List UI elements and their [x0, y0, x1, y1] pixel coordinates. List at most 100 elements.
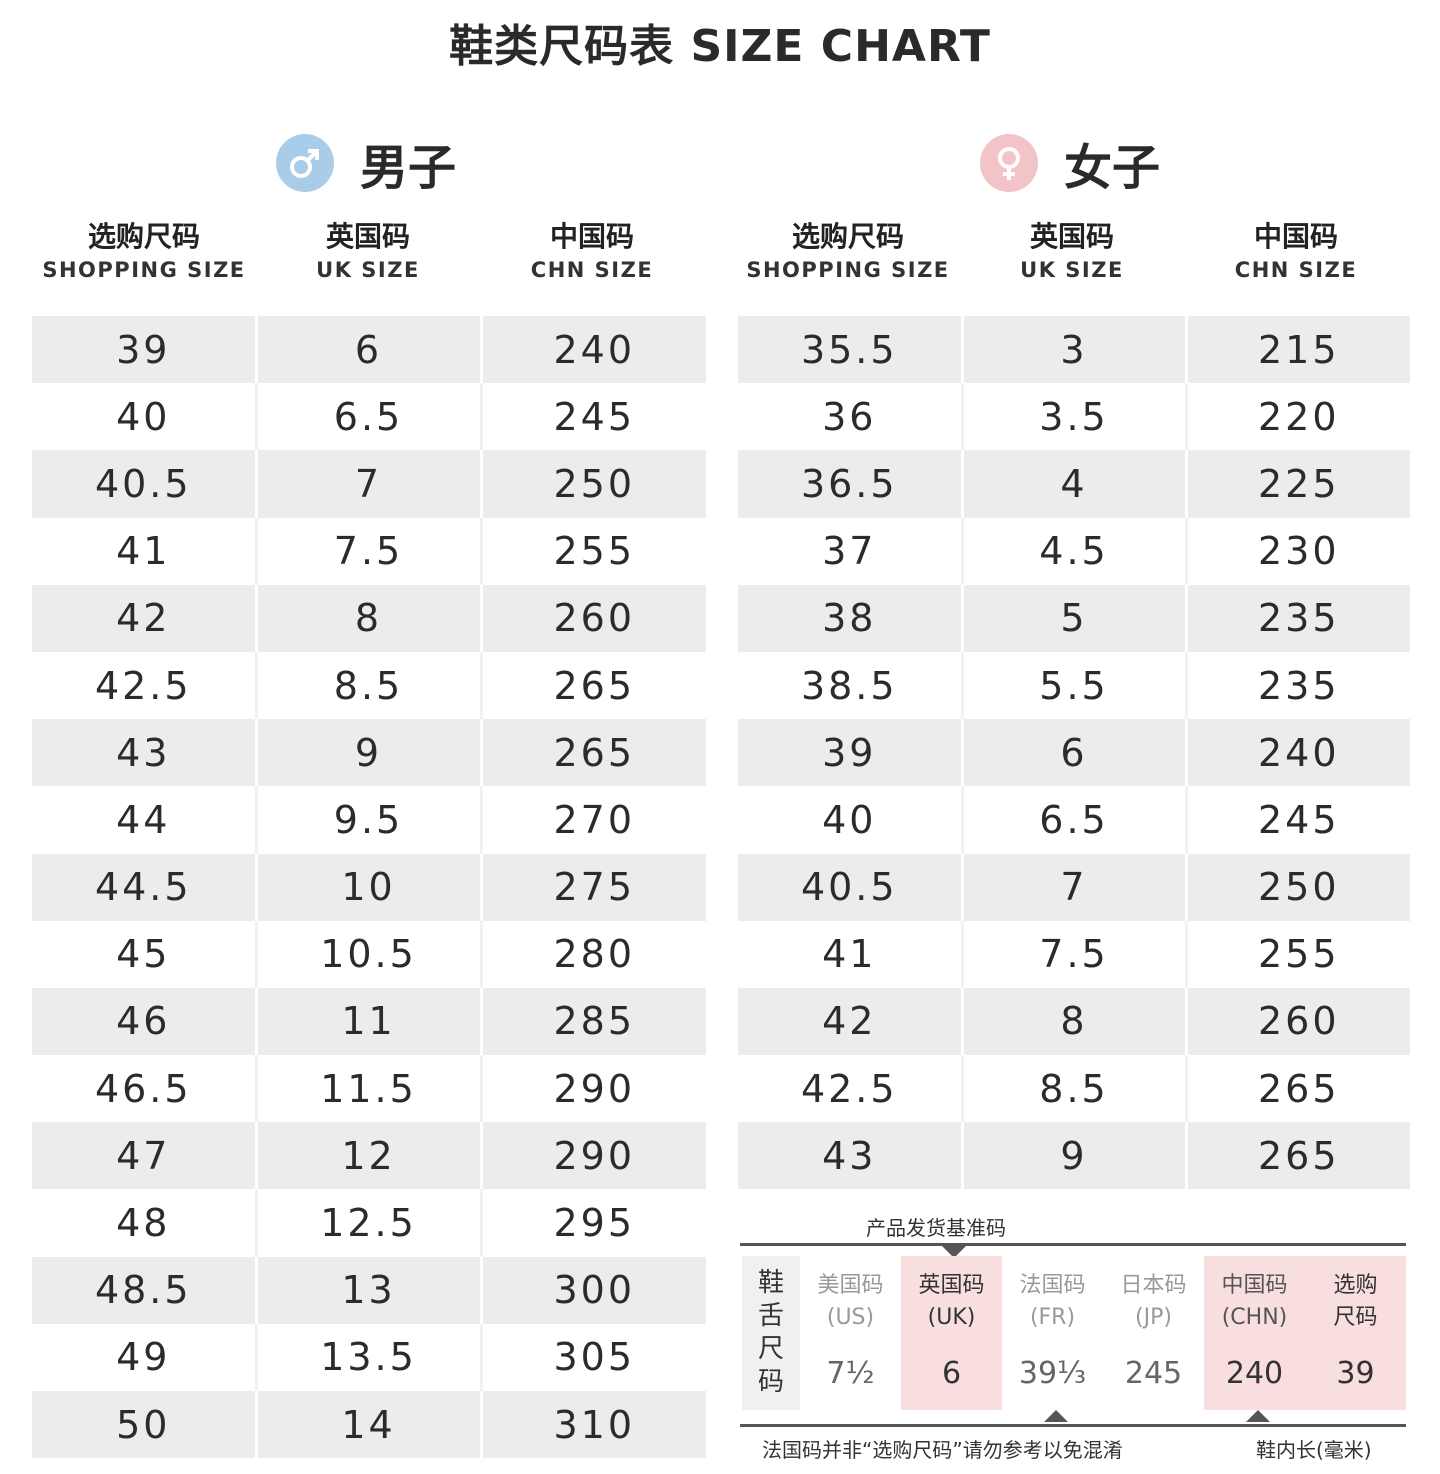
uk-size-cell: 10.5	[254, 920, 481, 988]
chn-size-cell: 230	[1184, 517, 1410, 585]
label-char: 鞋	[757, 1268, 784, 1298]
men-header-chn-size: 中国码 CHN SIZE	[480, 220, 704, 282]
ref-h1: 美国码	[817, 1273, 884, 1298]
ref-h1: 日本码	[1120, 1273, 1187, 1298]
uk-size-cell: 4	[960, 450, 1186, 518]
ref-value: 240	[1225, 1356, 1284, 1391]
size-row: 36.5 4 225	[738, 450, 1410, 518]
chn-size-cell: 275	[479, 853, 706, 921]
uk-size-cell: 7	[960, 853, 1186, 921]
ref-h2: (CHN)	[1221, 1305, 1288, 1330]
women-header-uk-size: 英国码 UK SIZE	[960, 221, 1184, 282]
page-title: 鞋类尺码表 SIZE CHART	[449, 21, 991, 72]
ref-col-uk: 英国码 (UK) 6	[901, 1256, 1002, 1410]
ref-h2: (JP)	[1135, 1305, 1172, 1330]
ref-value: 7½	[826, 1356, 875, 1391]
shopping-size-cell: 42.5	[738, 1055, 962, 1123]
shopping-size-cell: 40.5	[738, 853, 962, 921]
ref-h2: (FR)	[1029, 1305, 1076, 1330]
shopping-size-cell: 37	[738, 517, 962, 585]
ref-h1: 选购	[1333, 1273, 1378, 1298]
inner-length-note: 鞋内长(毫米)	[1256, 1438, 1372, 1462]
chn-size-cell: 240	[1184, 719, 1410, 787]
shopping-size-cell: 42	[738, 987, 962, 1056]
chn-size-cell: 255	[479, 517, 706, 585]
shopping-size-cell: 38	[738, 584, 962, 652]
uk-size-cell: 11.5	[254, 1055, 481, 1123]
uk-size-cell: 8	[960, 987, 1186, 1056]
ref-value: 6	[941, 1356, 962, 1391]
ref-value: 39	[1336, 1356, 1375, 1391]
size-row: 40.5 7 250	[32, 450, 706, 518]
size-row: 48.5 13 300	[32, 1256, 706, 1324]
ref-col-chn: 中国码 (CHN) 240	[1204, 1256, 1305, 1410]
fr-pointer-icon	[1044, 1410, 1068, 1422]
chn-size-cell: 265	[1184, 1122, 1410, 1190]
shopping-size-cell: 50	[32, 1391, 256, 1459]
size-row: 42.5 8.5 265	[738, 1055, 1410, 1123]
size-row: 45 10.5 280	[32, 920, 706, 988]
tongue-size-label: 鞋 舌 尺 码	[742, 1256, 800, 1410]
chn-size-cell: 220	[1184, 383, 1410, 451]
header-en: UK SIZE	[316, 257, 420, 282]
size-row: 41 7.5 255	[32, 517, 706, 585]
header-zh: 中国码	[549, 220, 634, 253]
chn-size-cell: 310	[479, 1391, 706, 1459]
men-label: 男子	[360, 140, 457, 196]
shopping-size-cell: 40	[738, 786, 962, 854]
header-en: CHN SIZE	[1234, 257, 1358, 282]
shopping-size-cell: 41	[738, 920, 962, 988]
chn-size-cell: 270	[479, 786, 706, 854]
shopping-size-cell: 36.5	[738, 450, 962, 518]
uk-size-cell: 14	[254, 1391, 481, 1459]
uk-size-cell: 8	[254, 584, 481, 652]
header-en: CHN SIZE	[530, 257, 654, 282]
chn-size-cell: 235	[1184, 651, 1410, 720]
chn-size-cell: 215	[1184, 316, 1410, 384]
chn-size-cell: 235	[1184, 584, 1410, 652]
chn-size-cell: 290	[479, 1122, 706, 1190]
uk-size-cell: 6	[254, 316, 481, 384]
chn-size-cell: 260	[479, 584, 706, 652]
shopping-size-cell: 49	[32, 1323, 256, 1391]
uk-size-cell: 6.5	[254, 383, 481, 451]
ref-h2: (UK)	[927, 1305, 976, 1330]
size-row: 42 8 260	[738, 987, 1410, 1056]
shopping-size-cell: 48	[32, 1189, 256, 1257]
label-char: 舌	[757, 1301, 784, 1331]
size-row: 43 9 265	[738, 1122, 1410, 1190]
uk-size-cell: 7.5	[960, 920, 1186, 988]
female-symbol-icon	[980, 134, 1038, 192]
uk-size-cell: 9	[960, 1122, 1186, 1190]
women-header-shopping-size: 选购尺码 SHOPPING SIZE	[736, 221, 960, 282]
chn-size-cell: 305	[479, 1323, 706, 1391]
size-row: 40 6.5 245	[32, 383, 706, 451]
size-row: 39 6 240	[738, 719, 1410, 787]
ref-h1: 英国码	[918, 1273, 985, 1298]
ref-value: 39⅓	[1018, 1356, 1087, 1391]
women-header-chn-size: 中国码 CHN SIZE	[1184, 221, 1408, 282]
chn-pointer-icon	[1246, 1410, 1270, 1422]
shopping-size-cell: 42	[32, 584, 256, 652]
ref-h1: 法国码	[1019, 1273, 1086, 1298]
uk-size-cell: 12	[254, 1122, 481, 1190]
uk-size-cell: 6	[960, 719, 1186, 787]
shopping-size-cell: 38.5	[738, 651, 962, 720]
chn-size-cell: 295	[479, 1189, 706, 1257]
women-section-header: 女子	[980, 128, 1160, 198]
size-row: 38.5 5.5 235	[738, 651, 1410, 720]
male-symbol-icon	[276, 134, 334, 192]
size-row: 36 3.5 220	[738, 383, 1410, 451]
uk-size-cell: 3	[960, 316, 1186, 384]
women-size-table: 35.5 3 215 36 3.5 220 36.5 4 225 37 4.5 230 38 5 235 38…	[738, 316, 1410, 1190]
fr-warning-note: 法国码并非“选购尺码”请勿参考以免混淆	[762, 1438, 1123, 1462]
uk-size-cell: 11	[254, 987, 481, 1056]
size-row: 44.5 10 275	[32, 853, 706, 921]
chn-size-cell: 265	[479, 719, 706, 787]
ref-value: 245	[1124, 1356, 1183, 1391]
chn-size-cell: 250	[479, 450, 706, 518]
header-en: SHOPPING SIZE	[746, 257, 950, 282]
size-row: 37 4.5 230	[738, 517, 1410, 585]
header-en: SHOPPING SIZE	[42, 257, 246, 282]
uk-size-cell: 7.5	[254, 517, 481, 585]
